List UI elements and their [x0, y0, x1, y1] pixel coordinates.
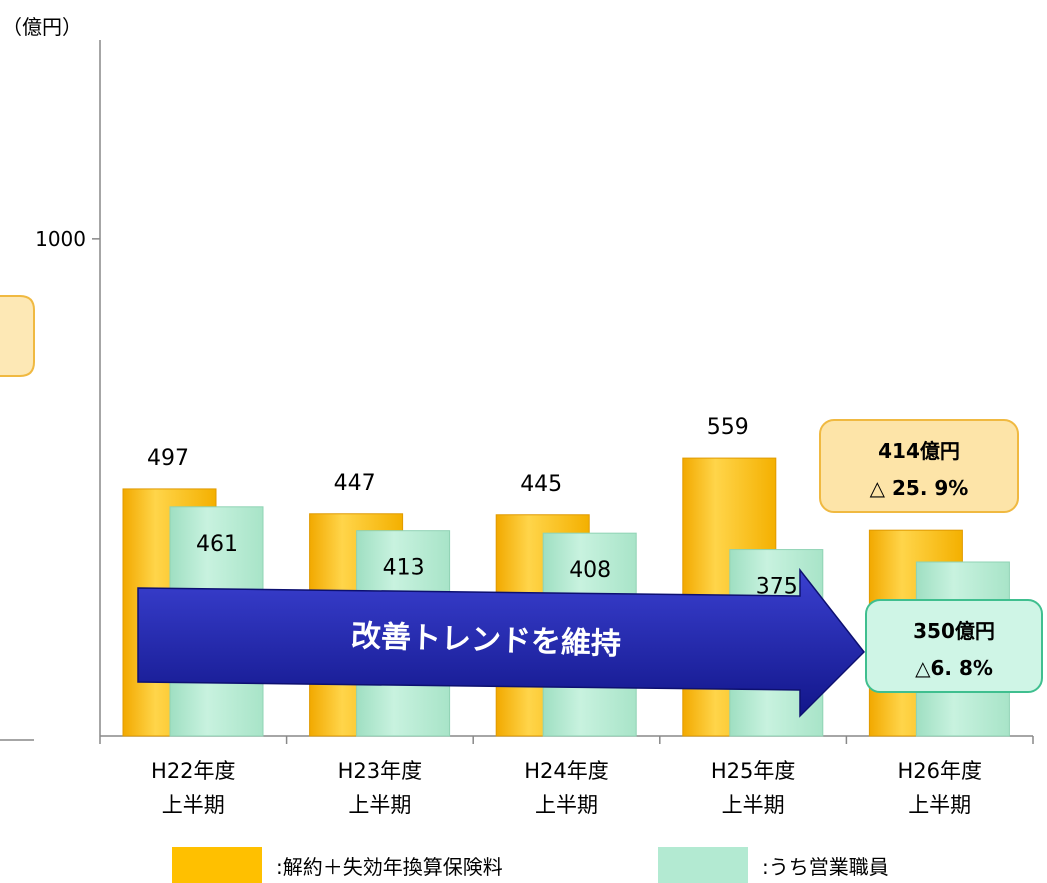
trend-arrow: 改善トレンドを維持: [137, 567, 865, 718]
x-tick-label-4-1: 上半期: [908, 793, 971, 817]
x-tick-label-3-0: H25年度: [711, 759, 796, 783]
x-tick-label-2-1: 上半期: [535, 793, 598, 817]
callout-total-amount: 414億円: [878, 439, 960, 463]
x-tick-label-3-1: 上半期: [722, 793, 785, 817]
x-tick-label-0-0: H22年度: [151, 759, 236, 783]
y-tick-label-0: 1000: [35, 227, 86, 251]
data-label-s0-0: 497: [147, 446, 189, 471]
x-tick-label-1-1: 上半期: [348, 793, 411, 817]
data-label-s0-1: 447: [334, 471, 376, 496]
trend-arrow-label: 改善トレンドを維持: [351, 619, 622, 662]
x-tick-label-4-0: H26年度: [897, 759, 982, 783]
legend-item-sales: :うち営業職員: [658, 847, 889, 883]
legend-label-sales: :うち営業職員: [762, 854, 889, 879]
x-tick-label-1-0: H23年度: [338, 759, 423, 783]
data-label-s1-2: 408: [569, 558, 611, 583]
partial-callout-box: [0, 295, 35, 377]
legend-item-total: :解約＋失効年換算保険料: [172, 847, 503, 883]
callout-total-change: △ 25. 9%: [870, 476, 969, 500]
callout-sales-change: △6. 8%: [915, 656, 993, 680]
x-tick-label-2-0: H24年度: [524, 759, 609, 783]
data-label-s0-3: 559: [707, 415, 749, 440]
callout-sales: 350億円 △6. 8%: [865, 599, 1043, 693]
x-tick-label-0-1: 上半期: [162, 793, 225, 817]
data-label-s1-0: 461: [196, 532, 238, 557]
legend-swatch-total: [172, 847, 262, 883]
data-label-s0-2: 445: [520, 472, 562, 497]
callout-sales-amount: 350億円: [913, 619, 995, 643]
y-axis-unit-label: （億円）: [2, 15, 82, 39]
legend-swatch-sales: [658, 847, 748, 883]
legend-label-total: :解約＋失効年換算保険料: [276, 854, 503, 879]
data-label-s1-1: 413: [383, 556, 425, 581]
callout-total: 414億円 △ 25. 9%: [819, 419, 1019, 513]
